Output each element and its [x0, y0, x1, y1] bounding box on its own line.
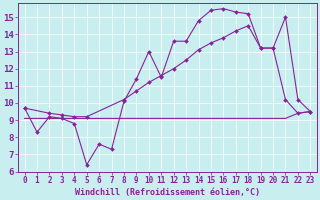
X-axis label: Windchill (Refroidissement éolien,°C): Windchill (Refroidissement éolien,°C)	[75, 188, 260, 197]
